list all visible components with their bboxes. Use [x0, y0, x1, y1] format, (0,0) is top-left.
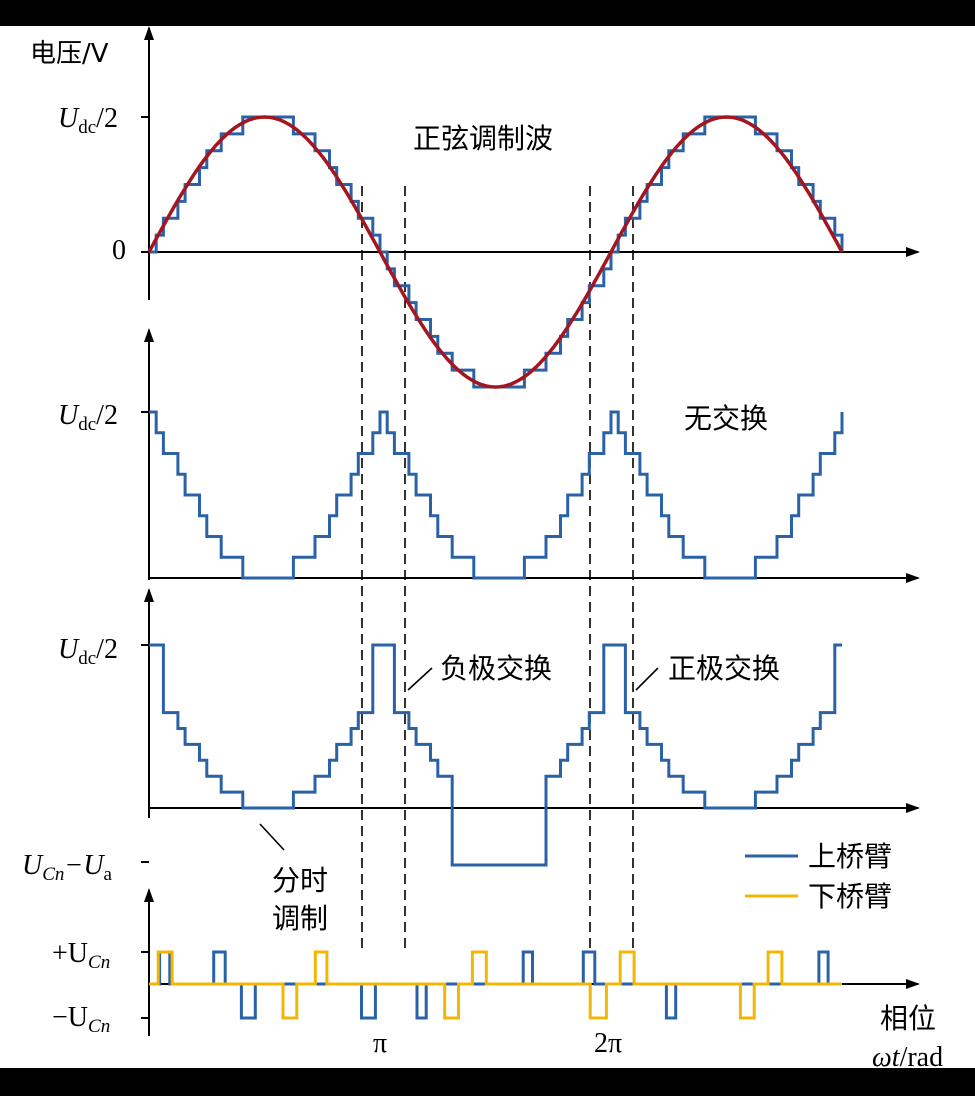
time-division-label-1: 分时: [272, 864, 328, 897]
y-axis-title: 电压/V: [30, 39, 109, 69]
x-axis-title: 相位: [880, 1002, 936, 1035]
negative-swap-label: 负极交换: [440, 652, 552, 685]
positive-swap-leader: [635, 667, 659, 691]
legend-upper-label: 上桥臂: [808, 840, 892, 873]
upper-arm-with-swap: [149, 643, 842, 867]
no-swap-label: 无交换: [684, 402, 768, 435]
waveforms-group: [147, 115, 844, 1020]
phase-dashed-lines: [361, 186, 634, 948]
negative-swap-leader: [407, 667, 433, 691]
upper-arm-pulses: [149, 950, 842, 1020]
p4-ytick-minus-ucn: −UCn: [52, 1002, 110, 1037]
time-division-leader: [259, 823, 285, 851]
positive-swap-label: 正极交换: [668, 652, 780, 685]
chart-svg: 电压/V Udc/2 0 正弦调制波 Udc/2 无交换 Udc/2 UCn−U…: [22, 26, 943, 1073]
modulation-wave-label: 正弦调制波: [413, 122, 553, 155]
legend-lower-label: 下桥臂: [808, 880, 892, 913]
xtick-2pi: 2π: [594, 1028, 622, 1059]
time-division-label-2: 调制: [272, 902, 328, 935]
lower-arm-pulses: [149, 950, 842, 1020]
xtick-pi: π: [373, 1028, 387, 1059]
p4-ytick-plus-ucn: +UCn: [52, 938, 110, 973]
upper-arm-no-swap: [149, 410, 844, 580]
p2-ytick-udc2: Udc/2: [58, 400, 118, 435]
p1-ytick-zero: 0: [112, 235, 126, 266]
p3-ytick-ucn-ua: UCn−Ua: [22, 850, 113, 885]
p1-ytick-udc2: Udc/2: [58, 103, 118, 138]
figure-panel: 电压/V Udc/2 0 正弦调制波 Udc/2 无交换 Udc/2 UCn−U…: [0, 26, 975, 1073]
sine-modulation-wave: [147, 115, 844, 389]
x-axis-unit: ωt/rad: [872, 1042, 943, 1068]
p3-ytick-udc2: Udc/2: [58, 634, 118, 669]
